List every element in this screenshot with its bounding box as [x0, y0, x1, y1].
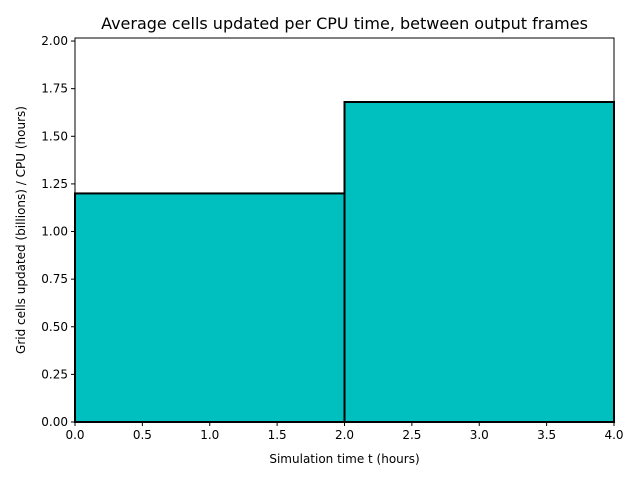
y-tick-label: 0.75 — [41, 272, 68, 286]
chart-title: Average cells updated per CPU time, betw… — [101, 14, 588, 33]
x-tick-label: 3.5 — [537, 428, 556, 442]
bar-0 — [74, 192, 346, 423]
y-tick-label: 1.75 — [41, 82, 68, 96]
y-tick-label: 1.25 — [41, 177, 68, 191]
y-axis-label: Grid cells updated (billions) / CPU (hou… — [14, 106, 28, 354]
y-tick-label: 2.00 — [41, 34, 68, 48]
x-tick-label: 3.0 — [470, 428, 489, 442]
x-axis-label: Simulation time t (hours) — [269, 452, 419, 466]
y-tick-label: 0.00 — [41, 415, 68, 429]
x-tick-label: 2.5 — [402, 428, 421, 442]
x-tick-label: 4.0 — [604, 428, 623, 442]
x-tick-label: 1.5 — [268, 428, 287, 442]
y-tick-label: 0.50 — [41, 320, 68, 334]
x-axis: 0.0 0.5 1.0 1.5 2.0 2.5 3.0 3.5 4.0 — [65, 422, 624, 442]
x-tick-label: 2.0 — [335, 428, 354, 442]
x-tick-label: 0.5 — [133, 428, 152, 442]
bars-group — [74, 101, 615, 423]
y-tick-label: 1.00 — [41, 225, 68, 239]
y-axis: 0.00 0.25 0.50 0.75 1.00 1.25 1.50 1.75 2.00 — [41, 34, 75, 429]
bar-1 — [343, 101, 615, 423]
y-tick-label: 1.50 — [41, 129, 68, 143]
y-tick-label: 0.25 — [41, 367, 68, 381]
x-tick-label: 0.0 — [65, 428, 84, 442]
x-tick-label: 1.0 — [200, 428, 219, 442]
